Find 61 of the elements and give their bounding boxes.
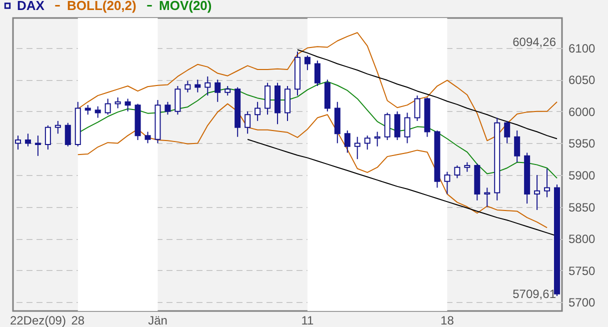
- candlestick: [24, 133, 31, 147]
- x-tick-label: 28: [71, 314, 85, 327]
- candlestick: [284, 86, 290, 122]
- candlestick: [394, 110, 400, 141]
- candlestick: [184, 80, 191, 93]
- candlestick: [104, 98, 111, 116]
- candlestick: [384, 112, 390, 141]
- candlestick: [404, 112, 410, 144]
- candlestick: [44, 124, 51, 150]
- x-tick-label: Jän: [148, 314, 168, 327]
- candlestick: [304, 55, 310, 71]
- candlestick: [224, 86, 231, 96]
- legend-label: DAX: [17, 0, 45, 13]
- candlestick: [534, 174, 540, 210]
- candlestick: [354, 136, 360, 160]
- candlestick: [164, 101, 171, 116]
- candlestick: [14, 135, 21, 150]
- y-tick-label: 5900: [568, 168, 596, 182]
- candlestick: [204, 76, 211, 96]
- y-tick-label: 6000: [568, 104, 596, 119]
- candlestick: [374, 131, 380, 147]
- candlestick: [174, 86, 181, 116]
- candlestick: [254, 101, 261, 122]
- candlestick: [314, 60, 320, 87]
- candlestick: [504, 120, 510, 144]
- y-tick-label: 5800: [568, 232, 596, 246]
- y-tick-label: 6100: [568, 41, 596, 56]
- annotation: 6094,26: [512, 35, 556, 49]
- candlestick: [84, 104, 91, 116]
- candlestick: [34, 135, 41, 156]
- candlestick: [544, 168, 550, 198]
- candlestick: [64, 122, 71, 147]
- candlestick: [124, 98, 131, 112]
- candlestick: [54, 120, 61, 134]
- candlestick: [244, 110, 251, 134]
- candlestick: [94, 106, 101, 118]
- candlestick: [144, 131, 151, 144]
- y-tick-label: 5850: [568, 200, 596, 214]
- candlestick: [344, 130, 350, 154]
- candlestick: [214, 79, 221, 102]
- line-series: [77, 103, 548, 228]
- y-tick-label: 5700: [568, 296, 596, 310]
- line-series: [296, 49, 558, 140]
- candlestick: [364, 135, 370, 150]
- candlestick: [114, 96, 121, 109]
- candlestick: [454, 164, 460, 179]
- annotation: 5709,61: [512, 287, 556, 301]
- y-tick-label: 6050: [568, 73, 596, 88]
- candlestick: [264, 82, 271, 116]
- x-tick-label: 11: [301, 314, 314, 327]
- candlestick: [414, 95, 420, 122]
- candlestick: [514, 130, 520, 163]
- candlestick: [464, 162, 470, 172]
- legend-label: BOLL(20,2): [67, 0, 136, 13]
- legend-label: MOV(20): [159, 0, 212, 13]
- y-tick-label: 5750: [568, 264, 596, 278]
- candlestick: [194, 79, 201, 93]
- candlestick: [484, 187, 490, 208]
- y-tick-label: 5950: [568, 136, 596, 151]
- x-tick-label: 18: [440, 314, 454, 327]
- x-tick-label: 22Dez(09): [10, 314, 66, 327]
